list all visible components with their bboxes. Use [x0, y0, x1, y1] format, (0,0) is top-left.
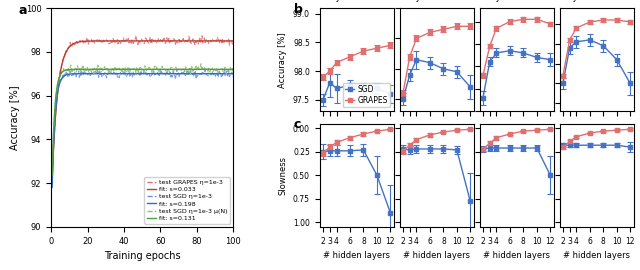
Legend: SGD, GRAPES: SGD, GRAPES	[342, 83, 390, 107]
Title: Layersize 1024: Layersize 1024	[563, 0, 631, 2]
Title: Layersize 256: Layersize 256	[405, 0, 468, 2]
Text: c: c	[294, 119, 301, 131]
Y-axis label: Accuracy [%]: Accuracy [%]	[278, 32, 287, 87]
X-axis label: Training epochs: Training epochs	[104, 251, 180, 261]
X-axis label: # hidden layers: # hidden layers	[323, 251, 390, 260]
X-axis label: # hidden layers: # hidden layers	[563, 251, 630, 260]
Title: Layersize 512: Layersize 512	[485, 0, 548, 2]
Text: b: b	[294, 3, 303, 16]
Y-axis label: Accuracy [%]: Accuracy [%]	[10, 85, 20, 150]
Y-axis label: Slowness: Slowness	[278, 156, 287, 195]
X-axis label: # hidden layers: # hidden layers	[483, 251, 550, 260]
Title: Layersize 128: Layersize 128	[325, 0, 388, 2]
X-axis label: # hidden layers: # hidden layers	[403, 251, 470, 260]
Legend: test GRAPES η=1e-3, fit: s=0.033, test SGD η=1e-3, fit: s=0.198, test SGD η=1e-3: test GRAPES η=1e-3, fit: s=0.033, test S…	[145, 177, 230, 224]
Text: a: a	[19, 4, 27, 17]
